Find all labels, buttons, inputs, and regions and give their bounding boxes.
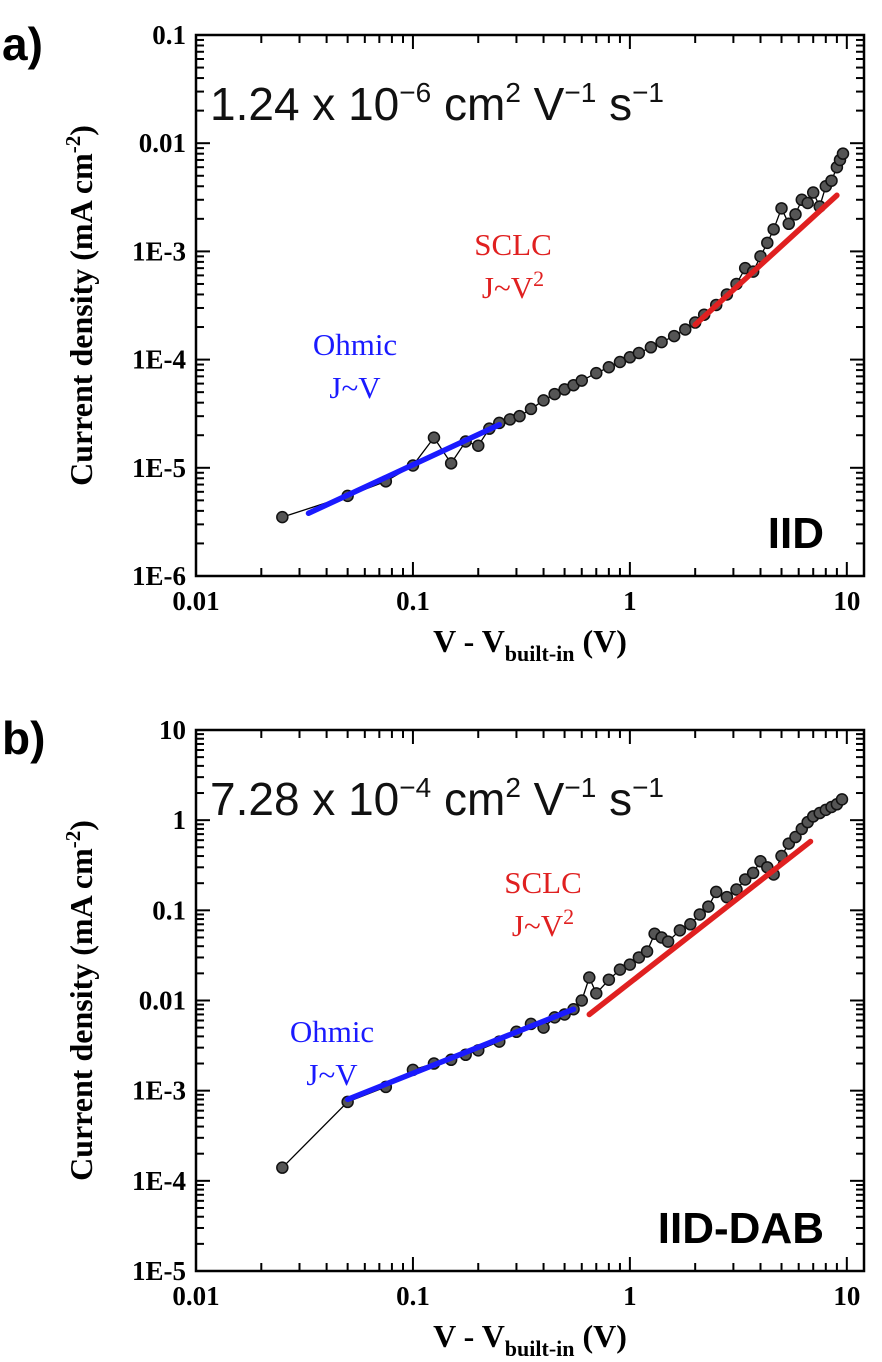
data-point	[679, 323, 692, 336]
data-point	[720, 890, 734, 904]
data-point	[640, 945, 654, 958]
data-point	[602, 973, 616, 986]
data-point	[702, 900, 715, 913]
x-tick-label: 0.01	[172, 586, 219, 616]
data-point	[276, 1161, 289, 1174]
sclc-label: SCLC	[504, 865, 582, 900]
data-point	[276, 510, 289, 524]
material-label: IID	[768, 509, 824, 558]
data-point	[575, 374, 589, 387]
y-tick-label: 1E-5	[132, 453, 186, 483]
data-point	[825, 174, 838, 187]
data-point	[738, 873, 752, 886]
x-tick-label: 1	[623, 586, 637, 616]
sclc-fit-line	[586, 838, 814, 1018]
sclc-relation-label: J~V2	[482, 266, 544, 305]
y-axis-label: Current density (mA cm-2)	[61, 820, 99, 1181]
data-point	[806, 186, 820, 199]
data-point	[623, 958, 637, 971]
data-point	[444, 457, 458, 470]
data-point	[709, 885, 723, 899]
x-tick-label: 10	[833, 1281, 860, 1311]
data-point	[667, 329, 681, 343]
data-point	[789, 830, 802, 844]
y-tick-label: 0.01	[139, 128, 186, 158]
y-tick-label: 1E-3	[132, 236, 186, 266]
data-point	[730, 883, 743, 896]
ohmic-relation-label: J~V	[306, 1057, 358, 1092]
data-point	[661, 935, 675, 948]
data-point	[513, 409, 526, 423]
y-tick-label: 1E-3	[132, 1076, 186, 1106]
data-point	[761, 236, 774, 250]
data-point	[471, 439, 485, 452]
data-point	[693, 908, 707, 921]
y-axis-label: Current density (mA cm-2)	[61, 125, 99, 486]
data-point	[602, 360, 616, 374]
mobility-annotation: 7.28 x 10−4 cm2 V−1 s−1	[210, 772, 664, 825]
sclc-label: SCLC	[474, 227, 552, 262]
data-point	[524, 402, 538, 416]
ohmic-fit-line	[305, 421, 503, 517]
data-line	[281, 798, 843, 1169]
x-tick-label: 0.1	[396, 1281, 430, 1311]
data-point	[801, 196, 814, 210]
sclc-relation-label: J~V2	[512, 904, 574, 943]
y-tick-label: 1E-6	[132, 561, 186, 591]
data-point	[632, 346, 646, 360]
y-tick-label: 1	[173, 805, 187, 835]
data-point	[575, 994, 589, 1007]
sclc-fit-line	[692, 192, 840, 328]
panel-label: a)	[2, 18, 43, 70]
x-axis-label: V - Vbuilt-in (V)	[433, 623, 627, 666]
data-point	[613, 355, 627, 369]
data-point	[835, 793, 849, 806]
data-point	[836, 147, 850, 160]
data-point	[789, 208, 802, 221]
x-axis-label: V - Vbuilt-in (V)	[433, 1318, 627, 1361]
y-tick-label: 0.01	[139, 986, 186, 1016]
x-tick-label: 0.01	[172, 1281, 219, 1311]
data-point	[767, 223, 780, 236]
x-tick-label: 0.1	[396, 586, 430, 616]
mobility-annotation: 1.24 x 10−6 cm2 V−1 s−1	[210, 77, 664, 130]
data-point	[632, 951, 646, 964]
y-tick-label: 0.1	[152, 895, 186, 925]
data-point	[673, 924, 687, 937]
data-point	[655, 335, 668, 349]
data-point	[644, 341, 658, 354]
data-point	[590, 366, 603, 380]
y-tick-label: 1E-4	[132, 345, 186, 375]
plot-frame	[194, 33, 866, 578]
data-point	[782, 217, 796, 231]
y-tick-label: 1E-4	[132, 1166, 186, 1196]
data-point	[613, 963, 627, 976]
panel-label: b)	[2, 712, 45, 764]
ohmic-fit-line	[344, 1006, 577, 1103]
data-point	[590, 987, 603, 1000]
y-tick-label: 1E-5	[132, 1256, 186, 1286]
material-label: IID-DAB	[658, 1204, 824, 1253]
ohmic-label: Ohmic	[313, 327, 397, 362]
x-tick-label: 10	[833, 586, 860, 616]
x-tick-label: 1	[623, 1281, 637, 1311]
data-point	[548, 387, 561, 401]
data-point	[427, 431, 441, 444]
chart-panel-2: b) 0.01 0.1 1 10 1E-5 1E-4 1E-3 0.01 0.1 1 10 V - Vb…	[2, 712, 866, 1361]
y-tick-label: 10	[159, 715, 186, 745]
ohmic-relation-label: J~V	[329, 370, 381, 405]
data-point	[684, 918, 697, 931]
ohmic-label: Ohmic	[290, 1014, 374, 1049]
data-point	[537, 394, 550, 407]
data-point	[775, 202, 788, 215]
data-point	[583, 971, 596, 984]
data-point	[746, 866, 760, 880]
y-tick-label: 0.1	[152, 20, 186, 50]
